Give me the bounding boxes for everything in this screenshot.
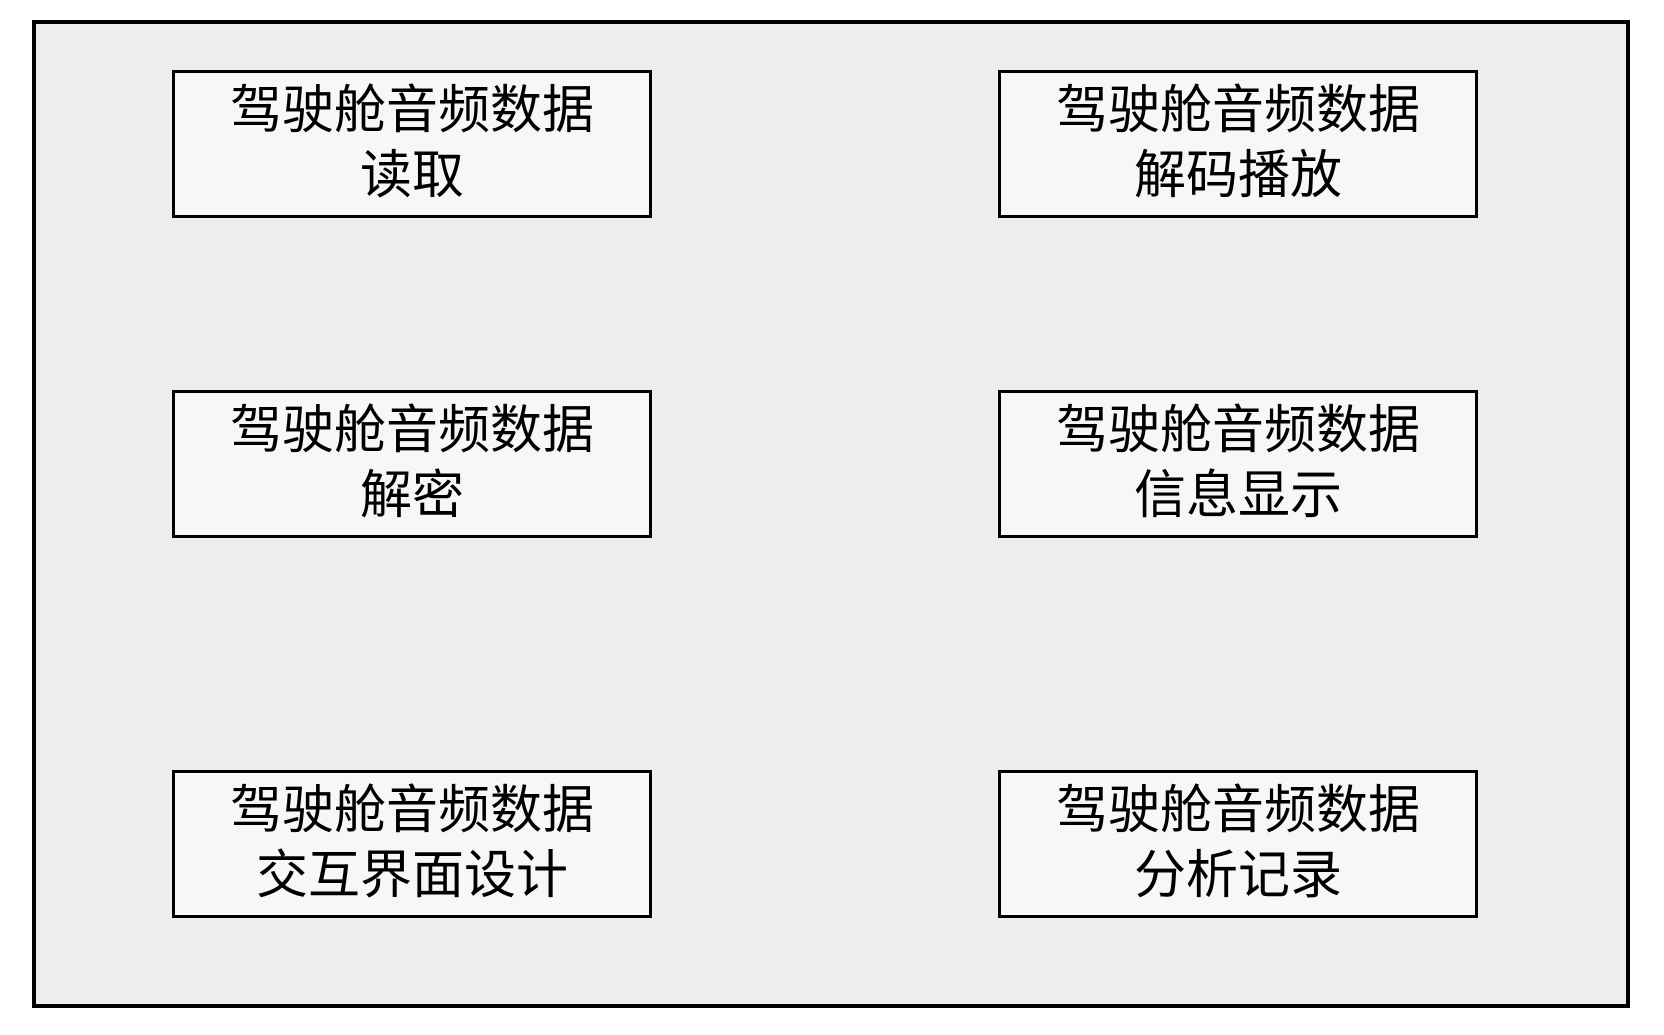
node-label-line2: 信息显示: [1134, 468, 1342, 525]
node-label-line1: 驾驶舱音频数据: [230, 403, 594, 460]
node-label-line1: 驾驶舱音频数据: [230, 83, 594, 140]
node-label-line2: 解密: [360, 468, 464, 525]
node-label-line1: 驾驶舱音频数据: [1056, 783, 1420, 840]
flow-node-n3: 驾驶舱音频数据交互界面设计: [172, 770, 652, 918]
node-label-line1: 驾驶舱音频数据: [1056, 403, 1420, 460]
flow-node-n2: 驾驶舱音频数据解密: [172, 390, 652, 538]
flow-node-n6: 驾驶舱音频数据分析记录: [998, 770, 1478, 918]
node-label-line2: 解码播放: [1134, 148, 1342, 205]
node-label-line2: 读取: [360, 148, 464, 205]
node-label-line1: 驾驶舱音频数据: [1056, 83, 1420, 140]
flow-node-n5: 驾驶舱音频数据信息显示: [998, 390, 1478, 538]
flow-node-n1: 驾驶舱音频数据读取: [172, 70, 652, 218]
node-label-line2: 交互界面设计: [256, 848, 568, 905]
node-label-line1: 驾驶舱音频数据: [230, 783, 594, 840]
flow-node-n4: 驾驶舱音频数据解码播放: [998, 70, 1478, 218]
node-label-line2: 分析记录: [1134, 848, 1342, 905]
